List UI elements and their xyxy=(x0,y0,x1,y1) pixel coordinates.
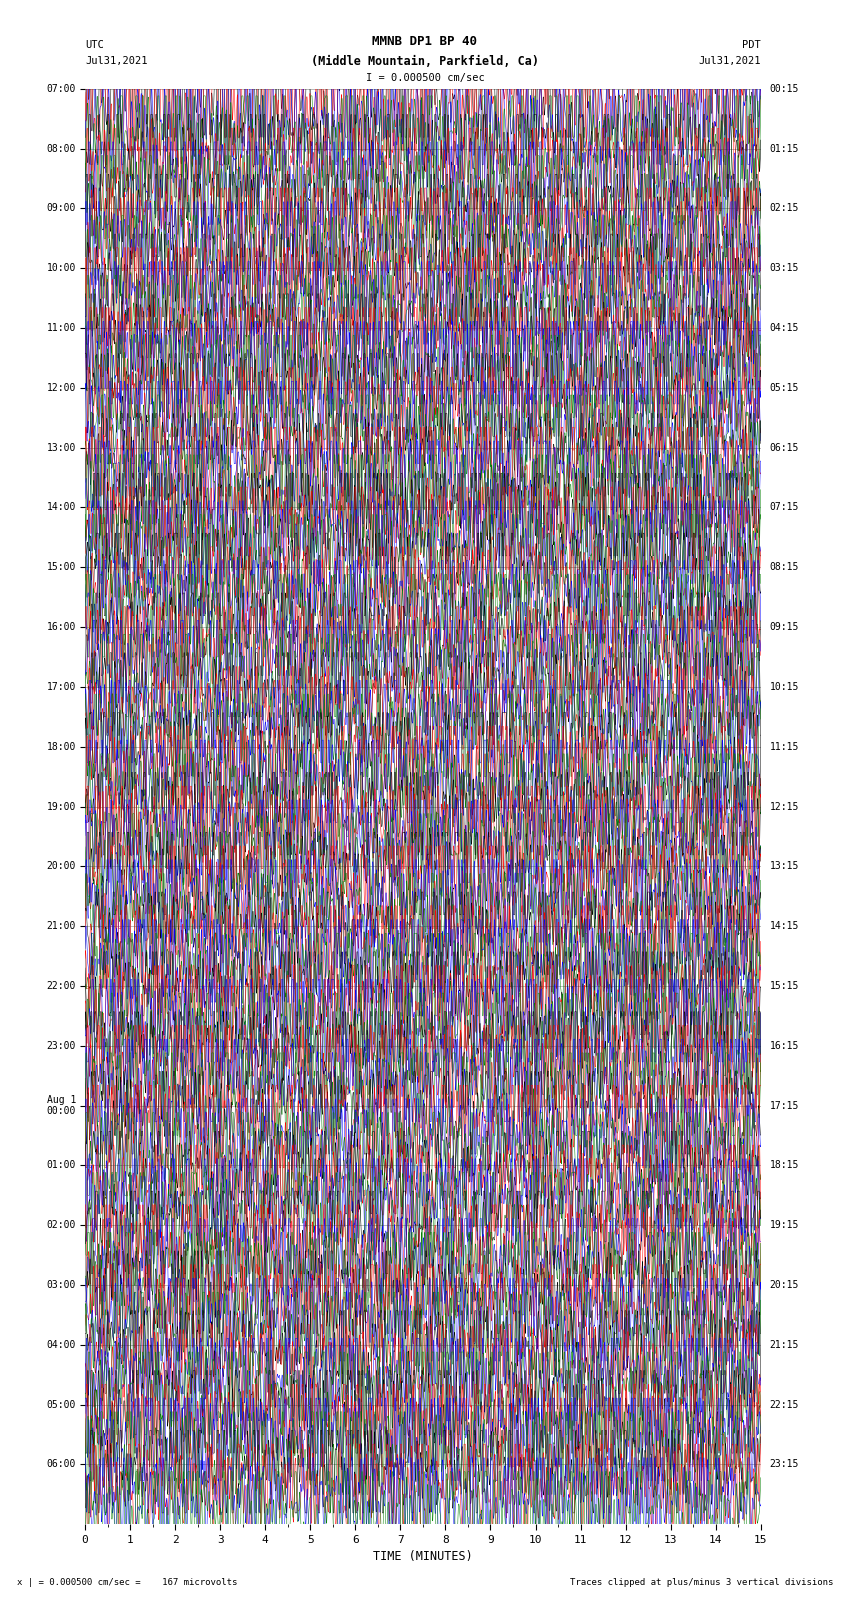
Text: I = 0.000500 cm/sec: I = 0.000500 cm/sec xyxy=(366,73,484,82)
Text: UTC: UTC xyxy=(85,40,104,50)
X-axis label: TIME (MINUTES): TIME (MINUTES) xyxy=(373,1550,473,1563)
Text: Jul31,2021: Jul31,2021 xyxy=(698,56,761,66)
Text: Jul31,2021: Jul31,2021 xyxy=(85,56,148,66)
Text: MMNB DP1 BP 40: MMNB DP1 BP 40 xyxy=(372,35,478,48)
Text: Traces clipped at plus/minus 3 vertical divisions: Traces clipped at plus/minus 3 vertical … xyxy=(570,1578,833,1587)
Text: (Middle Mountain, Parkfield, Ca): (Middle Mountain, Parkfield, Ca) xyxy=(311,55,539,68)
Text: PDT: PDT xyxy=(742,40,761,50)
Text: x | = 0.000500 cm/sec =    167 microvolts: x | = 0.000500 cm/sec = 167 microvolts xyxy=(17,1578,237,1587)
